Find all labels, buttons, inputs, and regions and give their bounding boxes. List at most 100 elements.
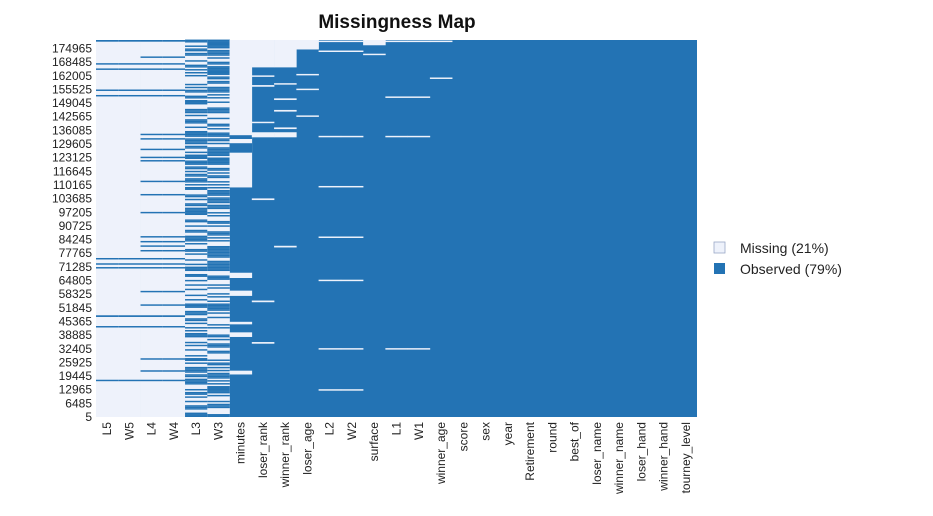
observed-cell xyxy=(207,245,230,248)
missing-cell xyxy=(385,96,408,98)
column-winner_age xyxy=(429,40,453,79)
observed-cell xyxy=(96,63,119,65)
observed-cell xyxy=(185,45,208,47)
observed-cell xyxy=(140,315,164,317)
observed-cell xyxy=(140,68,164,70)
observed-cell xyxy=(185,209,208,211)
observed-cell xyxy=(185,406,208,409)
observed-cell xyxy=(185,310,208,313)
missing-cell xyxy=(229,290,253,296)
observed-cell xyxy=(96,89,119,91)
column-tick-label: winner_hand xyxy=(657,422,671,492)
observed-cell xyxy=(185,341,208,344)
observed-cell xyxy=(207,169,230,171)
observed-cell xyxy=(140,211,164,214)
observed-cell xyxy=(207,225,230,227)
observed-cell xyxy=(207,142,230,145)
observed-cell xyxy=(207,391,230,394)
observed-cell xyxy=(162,315,186,317)
observed-cell xyxy=(207,69,230,71)
missing-cell xyxy=(318,236,342,238)
observed-cell xyxy=(185,132,208,134)
observed-cell xyxy=(185,145,208,148)
column-tick-label: tourney_level xyxy=(679,422,693,493)
column-W1 xyxy=(407,40,431,350)
column-L3 xyxy=(185,39,208,418)
column-tick-label: loser_hand xyxy=(634,422,648,481)
observed-cell xyxy=(185,383,208,385)
observed-cell xyxy=(96,315,119,317)
observed-cell xyxy=(140,156,164,159)
observed-cell xyxy=(207,343,230,345)
row-tick-label: 19445 xyxy=(59,369,93,383)
observed-cell xyxy=(162,94,186,97)
observed-cell xyxy=(140,236,164,238)
row-tick-label: 71285 xyxy=(59,260,93,274)
missing-cell xyxy=(318,135,342,138)
observed-cell xyxy=(185,89,208,92)
observed-cell xyxy=(207,303,230,305)
observed-cell xyxy=(207,248,230,251)
observed-cell xyxy=(185,303,208,305)
observed-cell xyxy=(185,60,208,62)
observed-cell xyxy=(207,390,230,392)
observed-cell xyxy=(185,102,208,105)
column-tick-label: surface xyxy=(367,422,381,462)
observed-cell xyxy=(185,161,208,164)
row-tick-label: 129605 xyxy=(52,137,92,151)
column-tick-label: loser_name xyxy=(590,422,604,485)
observed-cell xyxy=(207,334,230,336)
observed-cell xyxy=(207,375,230,378)
observed-cell xyxy=(207,312,230,314)
observed-cell xyxy=(207,175,230,177)
missing-cell xyxy=(296,40,319,50)
observed-cell xyxy=(185,220,208,223)
column-tick-label: best_of xyxy=(568,421,582,461)
observed-cell xyxy=(162,379,186,382)
observed-cell xyxy=(207,89,230,92)
observed-cell xyxy=(96,263,119,265)
missing-cell xyxy=(274,132,297,138)
observed-cell xyxy=(118,89,141,91)
observed-cell xyxy=(207,157,230,159)
missing-cell xyxy=(340,389,364,391)
observed-cell xyxy=(207,222,230,224)
observed-cell xyxy=(140,94,164,97)
missing-cell xyxy=(140,40,164,418)
column-tick-label: sex xyxy=(479,422,493,441)
missing-cell xyxy=(274,98,297,101)
observed-cell xyxy=(140,290,164,293)
missing-cell xyxy=(251,300,275,303)
row-tick-label: 103685 xyxy=(52,192,92,206)
observed-cell xyxy=(185,396,208,398)
column-W2 xyxy=(340,40,364,391)
observed-cell xyxy=(185,130,208,133)
observed-cell xyxy=(185,74,208,77)
observed-cell xyxy=(207,128,230,130)
observed-cell xyxy=(185,299,208,301)
observed-cell xyxy=(162,193,186,196)
observed-cell xyxy=(207,194,230,196)
observed-cell xyxy=(185,114,208,117)
observed-cell xyxy=(185,100,208,102)
observed-cell xyxy=(185,366,208,369)
column-loser_rank xyxy=(251,40,275,344)
row-tick-label: 97205 xyxy=(59,205,93,219)
observed-cell xyxy=(185,368,208,370)
observed-cell xyxy=(185,160,208,162)
observed-cell xyxy=(185,288,208,291)
column-tick-labels: L5 W5 L4 W4 L3 W3 minutes loser_rank winner_rank… xyxy=(100,421,693,495)
missing-cell xyxy=(96,40,119,418)
observed-cell xyxy=(229,143,253,153)
row-tick-label: 110165 xyxy=(53,178,92,192)
observed-cell xyxy=(162,290,186,293)
observed-cell xyxy=(185,101,208,103)
column-L4 xyxy=(140,40,164,418)
observed-cell xyxy=(185,393,208,395)
column-tick-label: year xyxy=(501,422,515,445)
observed-cell xyxy=(207,43,230,46)
observed-cell xyxy=(162,240,186,243)
row-tick-label: 90725 xyxy=(59,219,93,233)
column-tick-label: W1 xyxy=(412,422,426,440)
missing-cell xyxy=(407,135,431,138)
